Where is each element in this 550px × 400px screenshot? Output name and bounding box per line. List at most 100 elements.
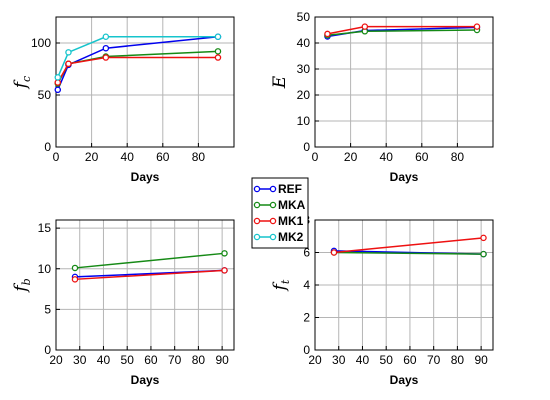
- x-tick-label: 50: [380, 353, 394, 367]
- x-axis-title: Days: [131, 170, 160, 184]
- series-line-mka: [327, 29, 477, 36]
- chart-panel-ft: 203040506070809002468Daysft: [270, 213, 494, 387]
- data-point-mk1: [324, 30, 331, 38]
- x-tick-label: 40: [380, 150, 394, 164]
- x-tick-label: 70: [168, 353, 182, 367]
- x-tick-label: 60: [156, 150, 170, 164]
- legend-swatch-marker: [269, 201, 277, 209]
- x-tick-label: 20: [85, 150, 99, 164]
- chart-panel-fc: 0 20 40 60 80 0 50 100 Days fc: [11, 16, 235, 184]
- data-point-mk1: [221, 267, 228, 274]
- legend-swatch-marker: [253, 217, 261, 225]
- y-tick-label: 2: [303, 311, 310, 325]
- x-tick-label: 40: [121, 150, 135, 164]
- legend-swatch-marker: [253, 233, 261, 241]
- legend-swatch-marker: [269, 217, 277, 225]
- data-point-mk1: [214, 54, 222, 61]
- legend-label-mk2: MK2: [278, 230, 304, 244]
- y-tick-label: 0: [44, 343, 51, 357]
- x-tick-label: 40: [356, 353, 370, 367]
- series-line-mka: [333, 251, 484, 255]
- x-tick-label: 0: [312, 150, 319, 164]
- series-line-mk1: [74, 269, 225, 281]
- y-tick-label: 5: [44, 302, 51, 316]
- x-tick-label: 20: [49, 353, 63, 367]
- data-point-ref: [54, 86, 62, 94]
- legend-label-mka: MKA: [278, 198, 306, 212]
- x-tick-label: 0: [53, 150, 60, 164]
- x-axis-title: Days: [390, 373, 419, 387]
- y-tick-label: 6: [303, 246, 310, 260]
- plot-frame: [314, 16, 494, 148]
- x-tick-label: 20: [344, 150, 358, 164]
- y-tick-label: 10: [297, 114, 311, 128]
- x-tick-label: 60: [403, 353, 417, 367]
- data-point-mk2: [54, 74, 62, 81]
- x-tick-label: 90: [215, 353, 229, 367]
- data-point-mk1: [480, 234, 487, 242]
- y-tick-label: 0: [303, 343, 310, 357]
- chart-panel-fb: 20 30 40 50 60 70 80 90 0 5 10 15 Days fb: [11, 219, 235, 387]
- y-tick-label: 20: [297, 88, 311, 102]
- data-point-mk1: [65, 60, 72, 68]
- x-tick-label: 20: [308, 353, 322, 367]
- y-axis-title: ft: [270, 279, 292, 292]
- y-axis-title: fb: [11, 278, 33, 293]
- y-tick-label: 100: [31, 36, 51, 50]
- series-line-ref: [57, 36, 219, 91]
- data-point-mka: [214, 48, 222, 55]
- x-axis-title: Days: [390, 170, 419, 184]
- y-tick-label: 15: [38, 221, 52, 235]
- data-point-mk2: [102, 33, 110, 41]
- series-line-mka: [57, 50, 219, 84]
- y-tick-label: 0: [44, 140, 51, 154]
- data-point-mk1: [54, 79, 62, 86]
- data-point-mk2: [214, 33, 222, 41]
- x-tick-label: 60: [415, 150, 429, 164]
- x-tick-label: 80: [192, 353, 206, 367]
- legend-label-ref: REF: [278, 182, 302, 196]
- data-point-mk1: [102, 54, 110, 61]
- plot-frame: [55, 219, 235, 351]
- y-tick-label: 10: [38, 262, 52, 276]
- legend: REF MKA MK1 MK2: [251, 177, 309, 249]
- legend-label-mk1: MK1: [278, 214, 304, 228]
- y-axis-title: E: [270, 75, 290, 89]
- data-point-mk2: [65, 49, 72, 56]
- chart-panel-e: 0 20 40 60 80 0 10 20 30 40 50 Days E: [270, 10, 494, 184]
- series-line-ref: [327, 26, 478, 38]
- x-tick-label: 80: [192, 150, 206, 164]
- x-tick-label: 40: [97, 353, 111, 367]
- series-line-mk1: [333, 237, 484, 254]
- legend-swatch-marker: [253, 185, 261, 193]
- x-tick-label: 80: [451, 353, 465, 367]
- x-tick-label: 90: [474, 353, 488, 367]
- y-axis-title: fc: [11, 76, 33, 90]
- legend-swatch-marker: [253, 201, 261, 209]
- x-tick-label: 30: [332, 353, 346, 367]
- x-tick-label: 30: [73, 353, 87, 367]
- legend-swatch-marker: [269, 233, 277, 241]
- x-axis-title: Days: [131, 373, 160, 387]
- y-tick-label: 30: [297, 62, 311, 76]
- data-point-mka: [480, 250, 487, 258]
- y-tick-label: 50: [38, 88, 52, 102]
- data-point-mk1: [473, 23, 481, 30]
- y-tick-label: 0: [303, 140, 310, 154]
- legend-swatch-marker: [269, 185, 277, 193]
- data-point-ref: [102, 44, 110, 52]
- x-tick-label: 50: [121, 353, 135, 367]
- series-line-mk1: [57, 56, 218, 83]
- data-point-mk1: [71, 276, 79, 283]
- data-point-mk1: [361, 23, 369, 30]
- y-tick-label: 50: [297, 10, 311, 24]
- data-point-mk1: [330, 249, 338, 256]
- series-line-mka: [74, 252, 225, 269]
- data-point-mka: [221, 250, 228, 257]
- y-tick-label: 40: [297, 36, 311, 50]
- x-tick-label: 80: [451, 150, 465, 164]
- x-tick-label: 60: [144, 353, 158, 367]
- x-tick-label: 70: [427, 353, 441, 367]
- series-line-mk2: [57, 36, 218, 78]
